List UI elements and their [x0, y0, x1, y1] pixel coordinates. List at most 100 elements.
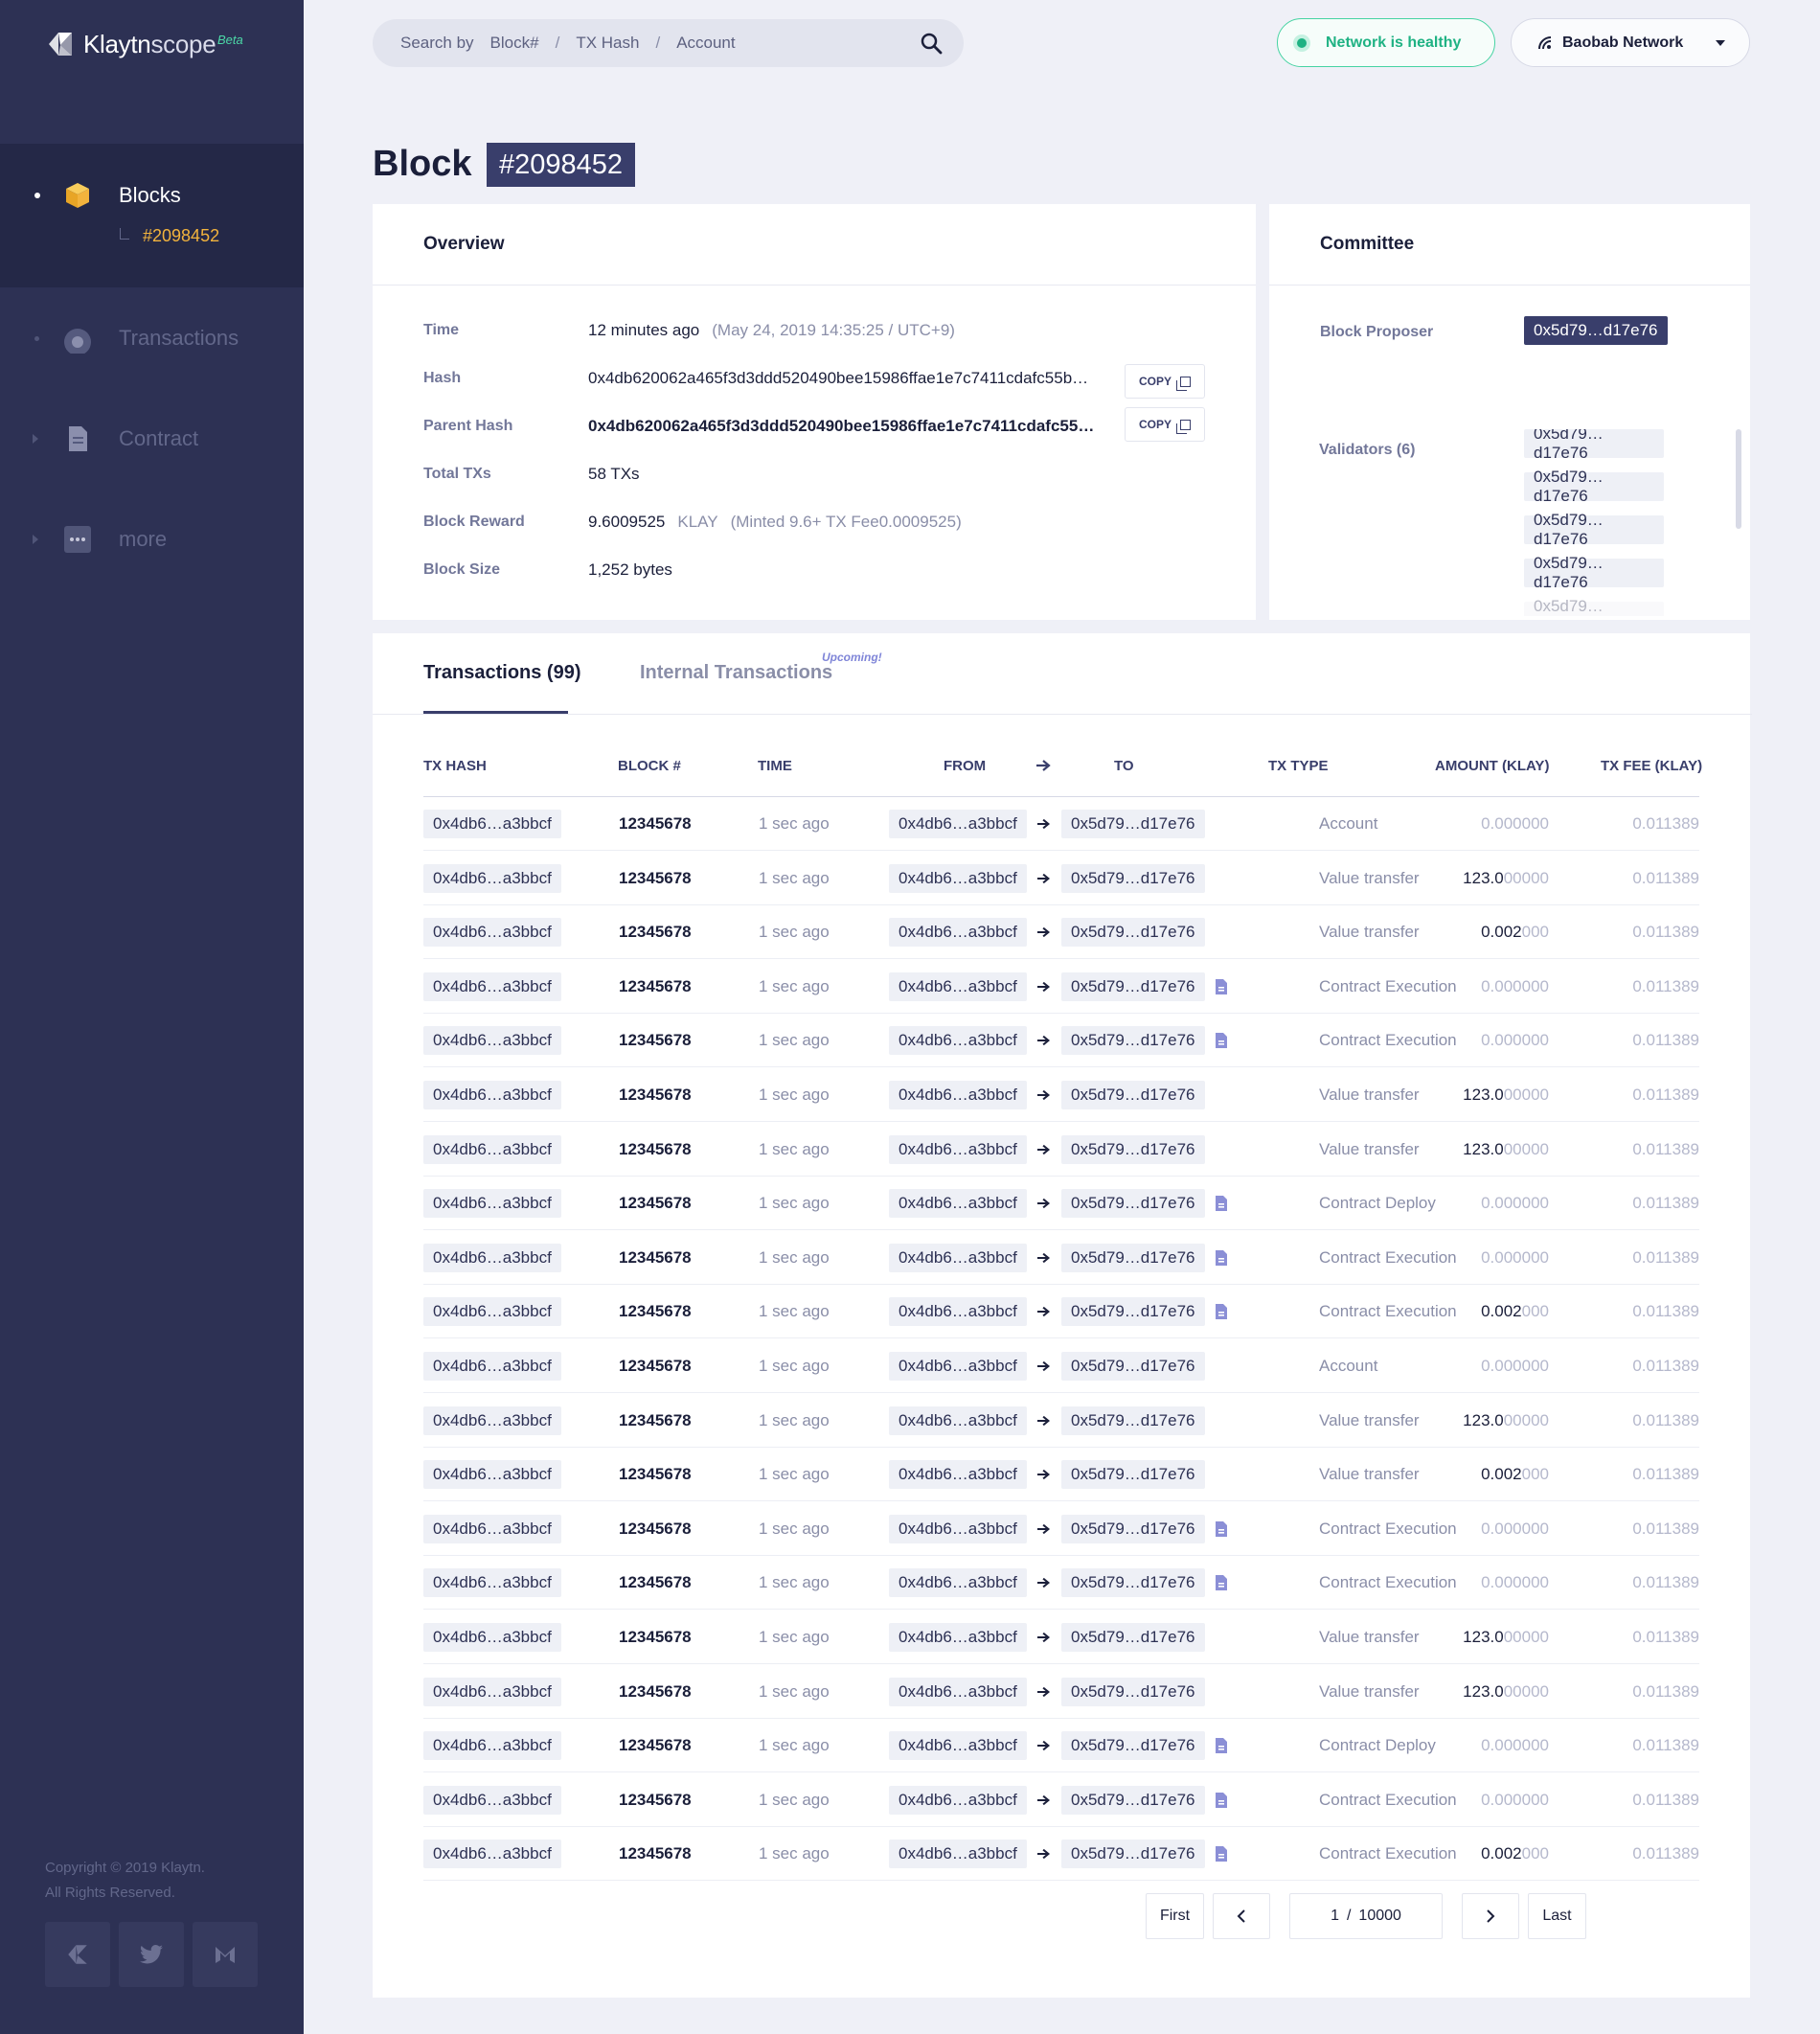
to-cell[interactable]: 0x5d79…d17e76 [1061, 1623, 1205, 1652]
to-cell[interactable]: 0x5d79…d17e76 [1061, 810, 1205, 838]
block-number-cell[interactable]: 12345678 [619, 923, 692, 942]
table-row[interactable]: 0x4db6…a3bbcf 12345678 1 sec ago 0x4db6…a3b… [423, 1502, 1699, 1556]
from-address-chip[interactable]: 0x4db6…a3bbcf [889, 1840, 1027, 1869]
logo[interactable]: Klaytnscope Beta [45, 29, 243, 59]
block-number-cell[interactable]: 12345678 [619, 1086, 692, 1104]
block-number-cell[interactable]: 12345678 [619, 1247, 692, 1267]
to-address-chip[interactable]: 0x5d79…d17e76 [1061, 1297, 1205, 1327]
tx-hash-cell[interactable]: 0x4db6…a3bbcf [423, 1460, 561, 1490]
to-cell[interactable]: 0x5d79…d17e76 [1061, 1026, 1205, 1056]
pagination-next-button[interactable] [1462, 1893, 1519, 1939]
to-address-chip[interactable]: 0x5d79…d17e76 [1061, 971, 1205, 1001]
to-address-chip[interactable]: 0x5d79…d17e76 [1061, 1243, 1205, 1272]
to-address-chip[interactable]: 0x5d79…d17e76 [1061, 1134, 1205, 1164]
block-number-cell[interactable]: 12345678 [619, 1410, 692, 1429]
block-number-cell[interactable]: 12345678 [619, 1031, 692, 1050]
table-row[interactable]: 0x4db6…a3bbcf 12345678 1 sec ago 0x4db6…a3b… [423, 960, 1699, 1014]
sidebar-item-contract[interactable]: Contract [0, 420, 304, 458]
to-address-chip[interactable]: 0x5d79…d17e76 [1061, 1677, 1205, 1706]
tx-hash-chip[interactable]: 0x4db6…a3bbcf [423, 1840, 561, 1869]
klaytn-social-button[interactable] [45, 1922, 110, 1987]
from-address-chip[interactable]: 0x4db6…a3bbcf [889, 1081, 1027, 1109]
tx-hash-chip[interactable]: 0x4db6…a3bbcf [423, 1623, 561, 1652]
validator-chip[interactable]: 0x5d79…d17e76 [1524, 597, 1664, 616]
to-address-chip[interactable]: 0x5d79…d17e76 [1061, 1840, 1205, 1869]
block-number-cell[interactable]: 12345678 [619, 1790, 692, 1809]
block-number-cell[interactable]: 12345678 [619, 1681, 692, 1701]
validator-chip[interactable]: 0x5d79…d17e76 [1524, 511, 1664, 548]
block-number-cell[interactable]: 12345678 [619, 1357, 692, 1375]
from-address-chip[interactable]: 0x4db6…a3bbcf [889, 1189, 1027, 1219]
tab-transactions[interactable]: Transactions (99) [423, 662, 581, 683]
from-cell[interactable]: 0x4db6…a3bbcf [889, 1460, 1027, 1490]
sidebar-item-blocks[interactable]: Blocks [0, 176, 304, 215]
from-cell[interactable]: 0x4db6…a3bbcf [889, 1081, 1027, 1109]
table-row[interactable]: 0x4db6…a3bbcf 12345678 1 sec ago 0x4db6…a3b… [423, 1394, 1699, 1448]
table-row[interactable]: 0x4db6…a3bbcf 12345678 1 sec ago 0x4db6…a3b… [423, 1231, 1699, 1285]
copy-parent-hash-button[interactable]: COPY [1125, 407, 1205, 442]
from-address-chip[interactable]: 0x4db6…a3bbcf [889, 863, 1027, 893]
from-address-chip[interactable]: 0x4db6…a3bbcf [889, 971, 1027, 1001]
tx-hash-cell[interactable]: 0x4db6…a3bbcf [423, 1568, 561, 1598]
sidebar-item-more[interactable]: more [0, 520, 304, 559]
from-cell[interactable]: 0x4db6…a3bbcf [889, 1406, 1027, 1435]
table-row[interactable]: 0x4db6…a3bbcf 12345678 1 sec ago 0x4db6…a3b… [423, 1177, 1699, 1231]
from-address-chip[interactable]: 0x4db6…a3bbcf [889, 810, 1027, 838]
tx-hash-chip[interactable]: 0x4db6…a3bbcf [423, 1514, 561, 1543]
tx-hash-cell[interactable]: 0x4db6…a3bbcf [423, 918, 561, 948]
to-address-chip[interactable]: 0x5d79…d17e76 [1061, 1514, 1205, 1543]
block-number-cell[interactable]: 12345678 [619, 1736, 692, 1755]
tx-hash-cell[interactable]: 0x4db6…a3bbcf [423, 1406, 561, 1435]
medium-social-button[interactable] [193, 1922, 258, 1987]
to-address-chip[interactable]: 0x5d79…d17e76 [1061, 863, 1205, 893]
to-cell[interactable]: 0x5d79…d17e76 [1061, 1189, 1205, 1219]
block-number-cell[interactable]: 12345678 [619, 1302, 692, 1321]
validator-chip[interactable]: 0x5d79…d17e76 [1524, 554, 1664, 591]
from-cell[interactable]: 0x4db6…a3bbcf [889, 918, 1027, 948]
tx-hash-cell[interactable]: 0x4db6…a3bbcf [423, 1243, 561, 1272]
tx-hash-chip[interactable]: 0x4db6…a3bbcf [423, 918, 561, 948]
from-cell[interactable]: 0x4db6…a3bbcf [889, 1785, 1027, 1815]
block-number-cell[interactable]: 12345678 [619, 1194, 692, 1213]
from-address-chip[interactable]: 0x4db6…a3bbcf [889, 1460, 1027, 1490]
tx-hash-chip[interactable]: 0x4db6…a3bbcf [423, 1243, 561, 1272]
parent-hash-link[interactable]: 0x4db620062a465f3d3ddd520490bee15986ffae… [588, 417, 1095, 435]
from-cell[interactable]: 0x4db6…a3bbcf [889, 1189, 1027, 1219]
tx-hash-chip[interactable]: 0x4db6…a3bbcf [423, 1026, 561, 1056]
to-cell[interactable]: 0x5d79…d17e76 [1061, 1297, 1205, 1327]
tx-hash-chip[interactable]: 0x4db6…a3bbcf [423, 1134, 561, 1164]
to-cell[interactable]: 0x5d79…d17e76 [1061, 1460, 1205, 1490]
block-number-cell[interactable]: 12345678 [619, 814, 692, 833]
tx-hash-chip[interactable]: 0x4db6…a3bbcf [423, 1352, 561, 1381]
copy-hash-button[interactable]: COPY [1125, 364, 1205, 399]
tx-hash-cell[interactable]: 0x4db6…a3bbcf [423, 1134, 561, 1164]
from-address-chip[interactable]: 0x4db6…a3bbcf [889, 1243, 1027, 1272]
sidebar-item-transactions[interactable]: Transactions [0, 319, 304, 357]
table-row[interactable]: 0x4db6…a3bbcf 12345678 1 sec ago 0x4db6…a3b… [423, 1448, 1699, 1502]
table-row[interactable]: 0x4db6…a3bbcf 12345678 1 sec ago 0x4db6…a3b… [423, 852, 1699, 905]
table-row[interactable]: 0x4db6…a3bbcf 12345678 1 sec ago 0x4db6…a3b… [423, 1285, 1699, 1339]
tx-hash-chip[interactable]: 0x4db6…a3bbcf [423, 1731, 561, 1761]
to-cell[interactable]: 0x5d79…d17e76 [1061, 1406, 1205, 1435]
tx-hash-chip[interactable]: 0x4db6…a3bbcf [423, 1081, 561, 1109]
from-address-chip[interactable]: 0x4db6…a3bbcf [889, 1026, 1027, 1056]
block-number-cell[interactable]: 12345678 [619, 1628, 692, 1646]
pagination-first-button[interactable]: First [1146, 1893, 1204, 1939]
to-address-chip[interactable]: 0x5d79…d17e76 [1061, 1352, 1205, 1381]
tx-hash-cell[interactable]: 0x4db6…a3bbcf [423, 1623, 561, 1652]
from-cell[interactable]: 0x4db6…a3bbcf [889, 1026, 1027, 1056]
network-select[interactable]: Baobab Network [1511, 18, 1750, 67]
to-cell[interactable]: 0x5d79…d17e76 [1061, 971, 1205, 1001]
to-address-chip[interactable]: 0x5d79…d17e76 [1061, 1081, 1205, 1109]
tx-hash-cell[interactable]: 0x4db6…a3bbcf [423, 1677, 561, 1706]
tx-hash-chip[interactable]: 0x4db6…a3bbcf [423, 810, 561, 838]
tx-hash-chip[interactable]: 0x4db6…a3bbcf [423, 1189, 561, 1219]
table-row[interactable]: 0x4db6…a3bbcf 12345678 1 sec ago 0x4db6…a3b… [423, 905, 1699, 960]
from-address-chip[interactable]: 0x4db6…a3bbcf [889, 1134, 1027, 1164]
from-cell[interactable]: 0x4db6…a3bbcf [889, 1352, 1027, 1381]
from-address-chip[interactable]: 0x4db6…a3bbcf [889, 1297, 1027, 1327]
validator-chip[interactable]: 0x5d79…d17e76 [1524, 468, 1664, 505]
to-cell[interactable]: 0x5d79…d17e76 [1061, 1352, 1205, 1381]
table-row[interactable]: 0x4db6…a3bbcf 12345678 1 sec ago 0x4db6…a3b… [423, 1339, 1699, 1393]
validator-chip[interactable]: 0x5d79…d17e76 [1524, 429, 1664, 462]
